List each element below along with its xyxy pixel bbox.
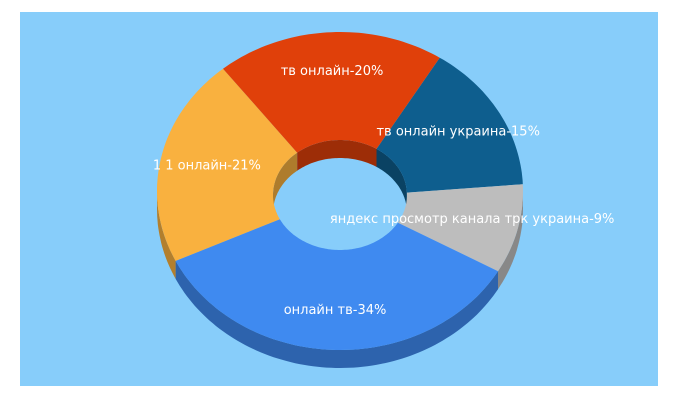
slice-label: яндекс просмотр канала трк украина-9% (330, 212, 615, 227)
slice-label: тв онлайн украина-15% (376, 124, 539, 139)
slice-label: онлайн тв-34% (284, 303, 387, 318)
slice-label: тв онлайн-20% (281, 64, 384, 79)
slice-label: 1 1 онлайн-21% (153, 158, 261, 173)
